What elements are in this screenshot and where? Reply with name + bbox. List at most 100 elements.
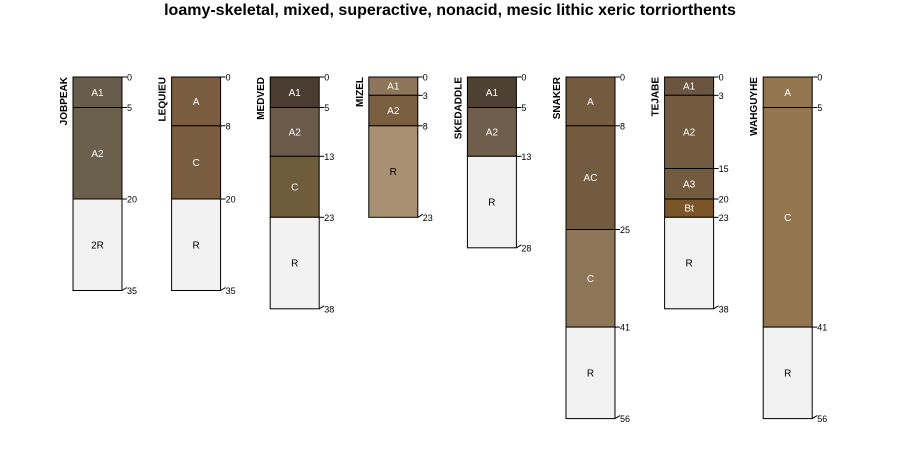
horizon-jobpeak-2r — [72, 198, 123, 291]
horizon-medved-a2 — [269, 107, 320, 157]
depth-label: 38 — [719, 304, 729, 314]
horizon-snaker-c — [565, 229, 616, 328]
horizon-medved-c — [269, 155, 320, 218]
depth-tick — [713, 305, 719, 310]
horizon-lequieu-c — [171, 125, 222, 200]
horizon-skedaddle-a1 — [466, 76, 517, 108]
depth-label: 5 — [521, 103, 526, 113]
horizon-label: A1 — [683, 82, 696, 93]
horizon-label: R — [291, 259, 298, 270]
depth-label: 0 — [127, 73, 132, 83]
horizon-label: A2 — [683, 127, 696, 138]
depth-tick — [417, 213, 424, 218]
horizon-label: R — [587, 368, 594, 379]
horizon-tejabe-r — [664, 216, 715, 310]
profile-name-medved: MEDVED — [256, 77, 267, 120]
horizon-label: A1 — [486, 88, 499, 99]
depth-label: 35 — [226, 286, 236, 296]
profile-name-lequieu: LEQUIEU — [158, 77, 169, 121]
depth-label: 5 — [817, 103, 822, 113]
horizon-label: A — [784, 88, 791, 99]
horizon-label: A1 — [289, 88, 302, 99]
depth-label: 28 — [521, 243, 531, 253]
horizon-label: Bt — [684, 204, 694, 215]
depth-label: 35 — [127, 286, 137, 296]
depth-tick — [121, 287, 128, 291]
depth-label: 13 — [521, 152, 531, 162]
horizon-label: R — [488, 198, 495, 209]
depth-label: 56 — [817, 414, 827, 424]
depth-label: 15 — [719, 164, 729, 174]
profile-name-skedaddle: SKEDADDLE — [453, 77, 464, 140]
profile-name-snaker: SNAKER — [552, 76, 563, 119]
horizon-snaker-ac — [565, 125, 616, 230]
depth-label: 25 — [620, 225, 630, 235]
depth-label: 20 — [719, 195, 729, 205]
horizon-skedaddle-a2 — [466, 107, 517, 157]
depth-label: 3 — [719, 91, 724, 101]
horizon-mizel-r — [368, 125, 419, 218]
horizon-label: C — [587, 274, 594, 285]
horizon-label: R — [390, 167, 397, 178]
horizon-label: C — [192, 158, 199, 169]
depth-tick — [516, 244, 522, 249]
horizon-label: A — [193, 97, 200, 108]
depth-label: 0 — [324, 73, 329, 83]
horizon-snaker-r — [565, 326, 616, 420]
depth-label: 0 — [817, 73, 822, 83]
depth-tick — [318, 305, 325, 310]
horizon-mizel-a2 — [368, 94, 419, 127]
horizon-label: A2 — [387, 106, 400, 117]
horizon-label: A2 — [486, 127, 499, 138]
depth-label: 56 — [620, 414, 630, 424]
depth-label: 5 — [127, 103, 132, 113]
depth-label: 20 — [127, 195, 137, 205]
depth-tick — [220, 287, 226, 291]
depth-label: 41 — [620, 323, 630, 333]
depth-tick — [614, 415, 621, 420]
depth-tick — [811, 415, 818, 420]
depth-label: 8 — [423, 121, 428, 131]
horizon-wahguyhe-c — [762, 107, 813, 328]
horizon-label: A2 — [91, 149, 104, 160]
profile-name-jobpeak: JOBPEAK — [59, 76, 70, 125]
horizon-skedaddle-r — [466, 155, 517, 249]
horizon-label: AC — [584, 173, 598, 184]
horizon-label: A1 — [387, 82, 400, 93]
profile-name-wahguyhe: WAHGUYHE — [749, 77, 760, 136]
horizon-label: A3 — [683, 179, 696, 190]
depth-label: 5 — [324, 103, 329, 113]
horizon-wahguyhe-r — [762, 326, 813, 420]
depth-label: 0 — [226, 73, 231, 83]
chart-title: loamy-skeletal, mixed, superactive, nona… — [164, 2, 736, 19]
profile-name-mizel: MIZEL — [355, 77, 366, 107]
depth-label: 0 — [423, 73, 428, 83]
depth-label: 23 — [423, 213, 433, 223]
depth-label: 38 — [324, 304, 334, 314]
horizon-tejabe-a2 — [664, 94, 715, 169]
depth-label: 20 — [226, 195, 236, 205]
depth-label: 13 — [324, 152, 334, 162]
depth-label: 0 — [719, 73, 724, 83]
horizon-label: 2R — [91, 240, 104, 251]
depth-label: 3 — [423, 91, 428, 101]
horizon-medved-r — [269, 216, 320, 310]
profile-name-tejabe: TEJABE — [651, 77, 662, 117]
depth-label: 8 — [620, 121, 625, 131]
depth-label: 23 — [719, 213, 729, 223]
horizon-label: R — [685, 259, 692, 270]
horizon-lequieu-r — [171, 198, 222, 291]
horizon-label: C — [784, 213, 791, 224]
horizon-label: A2 — [289, 127, 302, 138]
horizon-label: A — [587, 97, 594, 108]
horizon-jobpeak-a1 — [72, 76, 123, 108]
horizon-label: C — [291, 182, 298, 193]
depth-label: 8 — [226, 121, 231, 131]
horizon-label: R — [784, 368, 791, 379]
depth-label: 23 — [324, 213, 334, 223]
horizon-label: A1 — [91, 88, 104, 99]
horizon-medved-a1 — [269, 76, 320, 108]
horizon-tejabe-a3 — [664, 168, 715, 200]
horizon-label: R — [192, 240, 199, 251]
